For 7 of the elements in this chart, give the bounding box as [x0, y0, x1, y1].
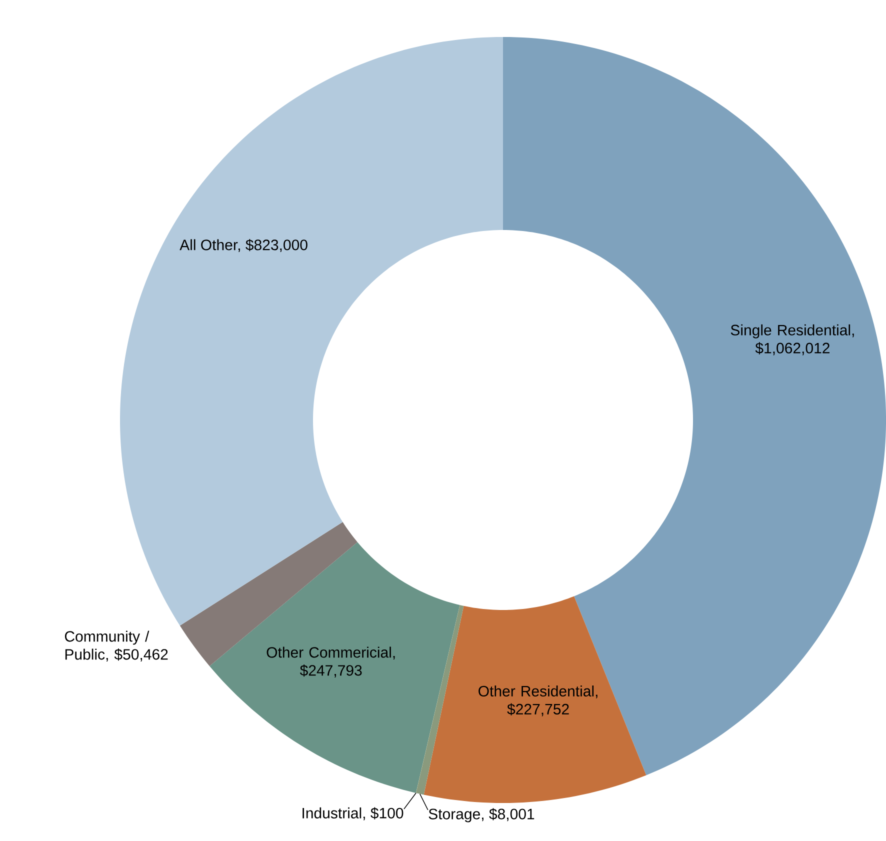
data-label: Storage, $8,001 [428, 808, 534, 822]
data-label: Community / Public, $50,462 [64, 630, 168, 662]
data-label: Other Commericial, $247,793 [266, 646, 395, 678]
data-label: Single Residential, $1,062,012 [730, 324, 854, 356]
data-label: Other Residential, $227,752 [478, 686, 598, 716]
data-label: Industrial, $100 [302, 807, 404, 820]
data-label: All Other, $823,000 [180, 238, 308, 252]
